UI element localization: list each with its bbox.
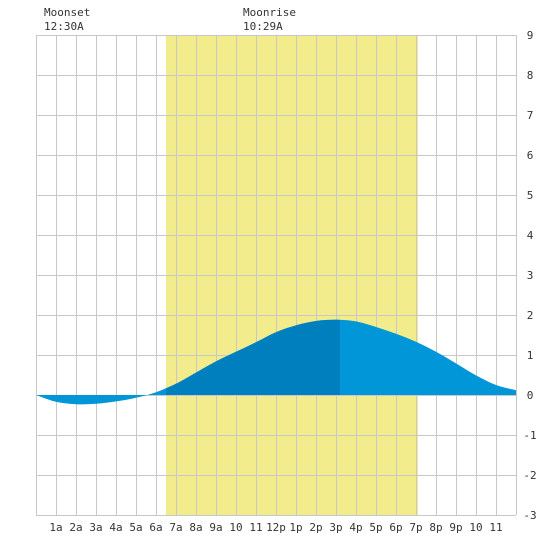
- y-tick-label: -1: [523, 429, 536, 442]
- y-tick-label: 7: [527, 109, 534, 122]
- x-tick-label: 6p: [389, 521, 402, 534]
- x-tick-label: 3p: [329, 521, 342, 534]
- y-tick-label: -3: [523, 509, 536, 522]
- moonset-label: Moonset: [44, 6, 90, 19]
- x-tick-label: 2p: [309, 521, 322, 534]
- y-tick-label: 2: [527, 309, 534, 322]
- y-tick-label: 0: [527, 389, 534, 402]
- y-tick-labels: -3 -2 -1 0 1 2 3 4 5 6 7 8 9: [523, 29, 536, 522]
- tide-area-highlight: [166, 319, 340, 395]
- x-tick-label: 5a: [129, 521, 142, 534]
- y-tick-label: 5: [527, 189, 534, 202]
- moonrise-label: Moonrise: [243, 6, 296, 19]
- y-tick-label: 1: [527, 349, 534, 362]
- y-tick-label: 8: [527, 69, 534, 82]
- x-tick-label: 9p: [449, 521, 462, 534]
- x-tick-label: 4p: [349, 521, 362, 534]
- x-tick-label: 7p: [409, 521, 422, 534]
- y-tick-label: 4: [527, 229, 534, 242]
- x-tick-label: 10: [229, 521, 242, 534]
- y-tick-label: 3: [527, 269, 534, 282]
- x-tick-label: 5p: [369, 521, 382, 534]
- tide-area-layer: [36, 319, 516, 405]
- x-tick-label: 4a: [109, 521, 122, 534]
- x-tick-label: 3a: [89, 521, 102, 534]
- x-tick-label: 11: [489, 521, 502, 534]
- x-tick-label: 9a: [209, 521, 222, 534]
- x-tick-label: 7a: [169, 521, 182, 534]
- y-tick-label: 9: [527, 29, 534, 42]
- x-tick-label: 1a: [49, 521, 62, 534]
- moonrise-time: 10:29A: [243, 20, 283, 33]
- y-tick-label: -2: [523, 469, 536, 482]
- x-tick-label: 12p: [266, 521, 286, 534]
- x-tick-label: 10: [469, 521, 482, 534]
- x-tick-labels: 1a 2a 3a 4a 5a 6a 7a 8a 9a 10 11 12p 1p 2p 3p 4p 5p 6p 7p 8…: [49, 521, 502, 534]
- x-tick-label: 1p: [289, 521, 302, 534]
- x-tick-label: 8a: [189, 521, 202, 534]
- x-tick-label: 2a: [69, 521, 82, 534]
- y-tick-label: 6: [527, 149, 534, 162]
- x-tick-label: 8p: [429, 521, 442, 534]
- x-tick-label: 6a: [149, 521, 162, 534]
- moonset-time: 12:30A: [44, 20, 84, 33]
- grid-layer: [36, 35, 517, 516]
- x-tick-label: 11: [249, 521, 262, 534]
